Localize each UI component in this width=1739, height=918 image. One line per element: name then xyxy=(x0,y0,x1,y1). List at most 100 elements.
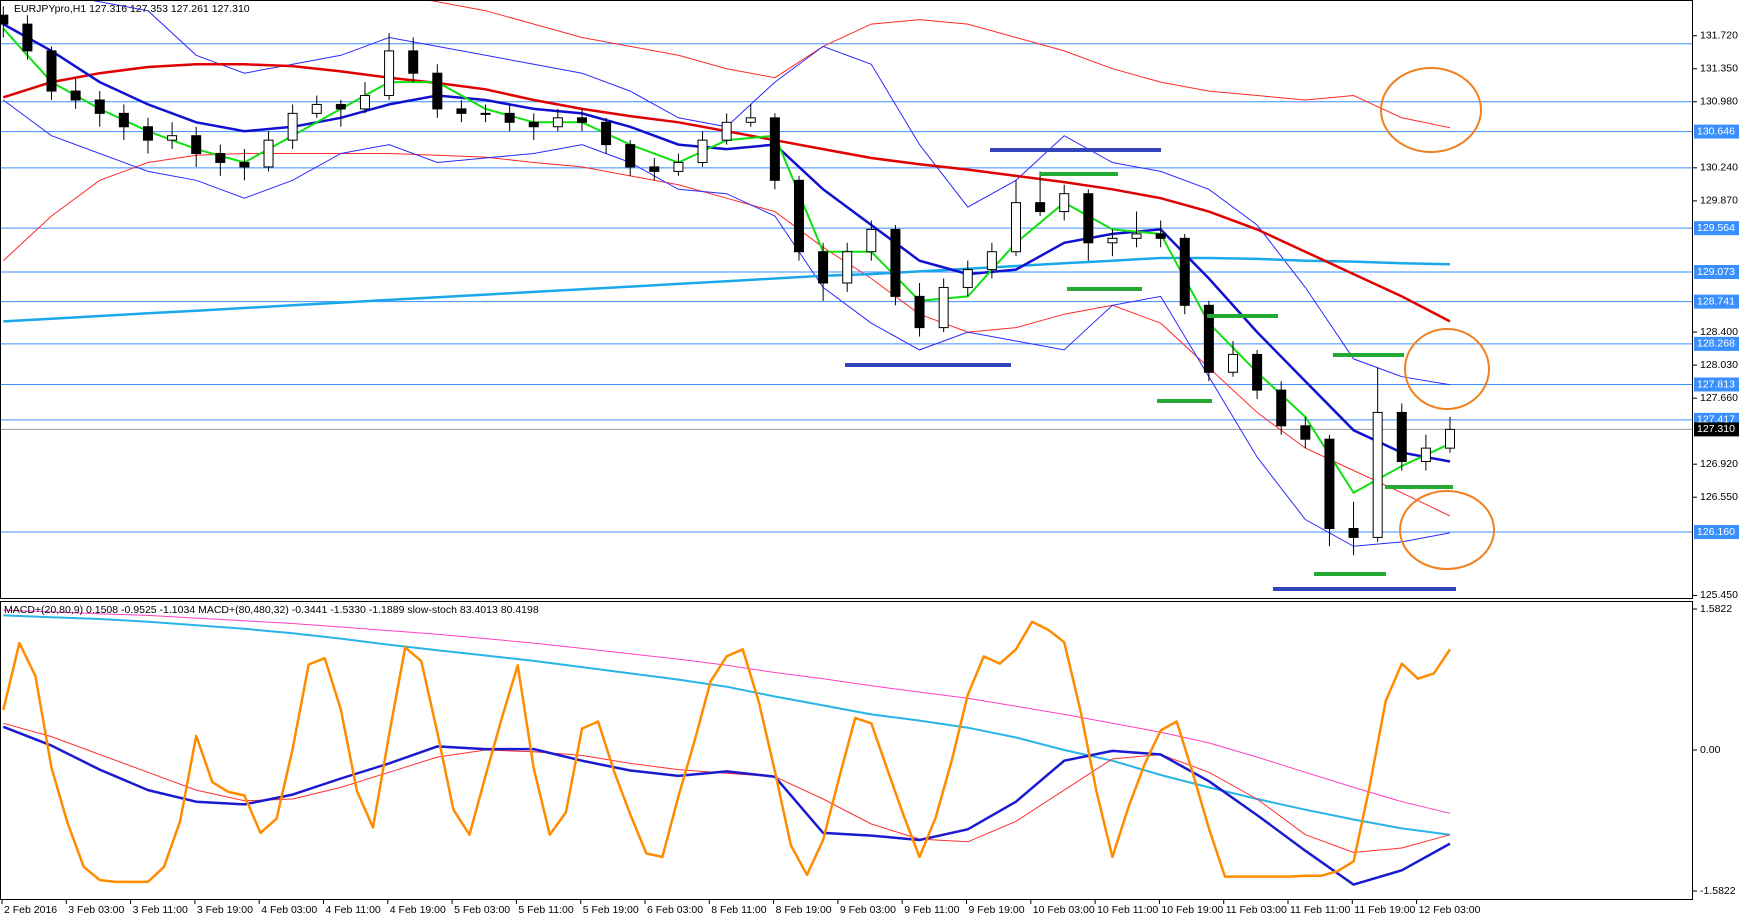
x-tick-label: 8 Feb 19:00 xyxy=(776,904,832,916)
y-tick-label: 126.550 xyxy=(1700,491,1738,503)
candle-body xyxy=(456,108,467,114)
oscillator-line xyxy=(2,725,1451,886)
x-tick-label: 4 Feb 03:00 xyxy=(261,904,317,916)
x-tick-label: 11 Feb 19:00 xyxy=(1354,904,1415,916)
level-label-bg xyxy=(1694,336,1739,351)
drawn-ellipse xyxy=(1380,67,1482,153)
candle-body xyxy=(46,50,57,92)
candle-body xyxy=(769,117,780,181)
candle-body xyxy=(1348,527,1359,538)
x-tick-label: 10 Feb 19:00 xyxy=(1161,904,1223,916)
candle-body xyxy=(263,139,274,168)
y-tick-label: 128.030 xyxy=(1700,359,1738,371)
candle-body xyxy=(0,14,9,25)
candle-body xyxy=(504,112,515,123)
oscillator-line xyxy=(2,620,1452,884)
x-tick-label: 8 Feb 11:00 xyxy=(711,904,766,916)
level-label-bg xyxy=(1694,124,1739,139)
last-price-label-bg xyxy=(1694,422,1739,437)
x-tick-label: 5 Feb 03:00 xyxy=(454,904,510,916)
price-panel xyxy=(0,0,1693,556)
candle-body xyxy=(480,112,491,115)
level-label: 127.813 xyxy=(1697,378,1735,390)
candle-body xyxy=(986,251,997,271)
candle-body xyxy=(673,161,684,172)
y-tick-label: 131.720 xyxy=(1700,29,1738,41)
candle-body xyxy=(287,112,298,141)
y-tick-label: 125.450 xyxy=(1700,589,1738,601)
x-tick-label: 6 Feb 03:00 xyxy=(647,904,703,916)
candle-body xyxy=(938,286,949,329)
level-label: 126.160 xyxy=(1697,526,1735,538)
candle-body xyxy=(1300,425,1311,440)
candle-body xyxy=(1131,233,1142,239)
candle-body xyxy=(1059,193,1070,213)
indicator-line xyxy=(3,256,1451,323)
candle-body xyxy=(432,72,443,110)
candle-body xyxy=(697,139,708,163)
candle-body xyxy=(142,126,153,141)
candle-body xyxy=(335,103,346,110)
candle-body xyxy=(1396,411,1407,463)
candle-body xyxy=(22,23,33,52)
candle-body xyxy=(890,228,901,297)
candle-body xyxy=(552,117,563,128)
candle-body xyxy=(118,112,129,128)
y-tick-label: 130.240 xyxy=(1700,162,1738,174)
y-tick-label: 126.920 xyxy=(1700,458,1738,470)
last-price-label: 127.310 xyxy=(1697,423,1735,435)
y-tick-label: 127.660 xyxy=(1700,392,1738,404)
candle-body xyxy=(1324,438,1335,529)
candle-body xyxy=(625,144,636,168)
candle-body xyxy=(866,228,877,253)
level-label-bg xyxy=(1694,294,1739,309)
y-tick-label: 1.5822 xyxy=(1700,603,1732,615)
level-label: 129.564 xyxy=(1697,222,1735,234)
x-tick-label: 11 Feb 11:00 xyxy=(1290,904,1350,916)
x-tick-label: 4 Feb 11:00 xyxy=(326,904,381,916)
level-label: 129.073 xyxy=(1697,266,1735,278)
indicator-line xyxy=(424,0,1451,129)
candle-body xyxy=(649,166,660,172)
candle-body xyxy=(215,153,226,163)
y-tick-label: 0.00 xyxy=(1700,744,1721,756)
y-tick-label: 129.870 xyxy=(1700,195,1738,207)
y-tick-label: -1.5822 xyxy=(1700,885,1736,897)
level-label-bg xyxy=(1694,265,1739,280)
x-tick-label: 11 Feb 03:00 xyxy=(1226,904,1287,916)
candle-body xyxy=(576,117,587,123)
x-tick-label: 10 Feb 11:00 xyxy=(1097,904,1158,916)
price-header: EURJPYpro,H1 127.316 127.353 127.261 127… xyxy=(14,3,250,15)
y-tick-label: 131.350 xyxy=(1700,63,1738,75)
x-tick-label: 4 Feb 19:00 xyxy=(390,904,446,916)
candle-body xyxy=(818,251,829,284)
candle-body xyxy=(1010,202,1021,253)
x-tick-label: 2 Feb 2016 xyxy=(4,904,57,916)
x-tick-label: 3 Feb 11:00 xyxy=(133,904,188,916)
x-tick-label: 9 Feb 03:00 xyxy=(840,904,896,916)
level-label-bg xyxy=(1694,525,1739,540)
candle-body xyxy=(721,121,732,141)
candle-body xyxy=(1107,237,1118,244)
x-tick-label: 9 Feb 19:00 xyxy=(969,904,1025,916)
candle-body xyxy=(311,103,322,114)
x-tick-label: 3 Feb 03:00 xyxy=(68,904,124,916)
price-frame xyxy=(0,0,1693,599)
drawn-ellipse xyxy=(1399,490,1495,570)
oscillator-panel xyxy=(2,609,1452,886)
candle-body xyxy=(962,269,973,288)
candle-body xyxy=(191,135,202,155)
candle-body xyxy=(914,295,925,329)
candle-body xyxy=(793,179,804,253)
level-label: 128.268 xyxy=(1697,338,1735,350)
candle-body xyxy=(1227,353,1238,373)
drawings xyxy=(845,67,1495,591)
candle-body xyxy=(1203,304,1214,373)
level-label: 130.646 xyxy=(1697,125,1735,137)
candle-body xyxy=(1445,428,1455,449)
x-tick-label: 5 Feb 19:00 xyxy=(583,904,639,916)
candle-body xyxy=(1155,233,1166,239)
candle-body xyxy=(408,50,419,74)
